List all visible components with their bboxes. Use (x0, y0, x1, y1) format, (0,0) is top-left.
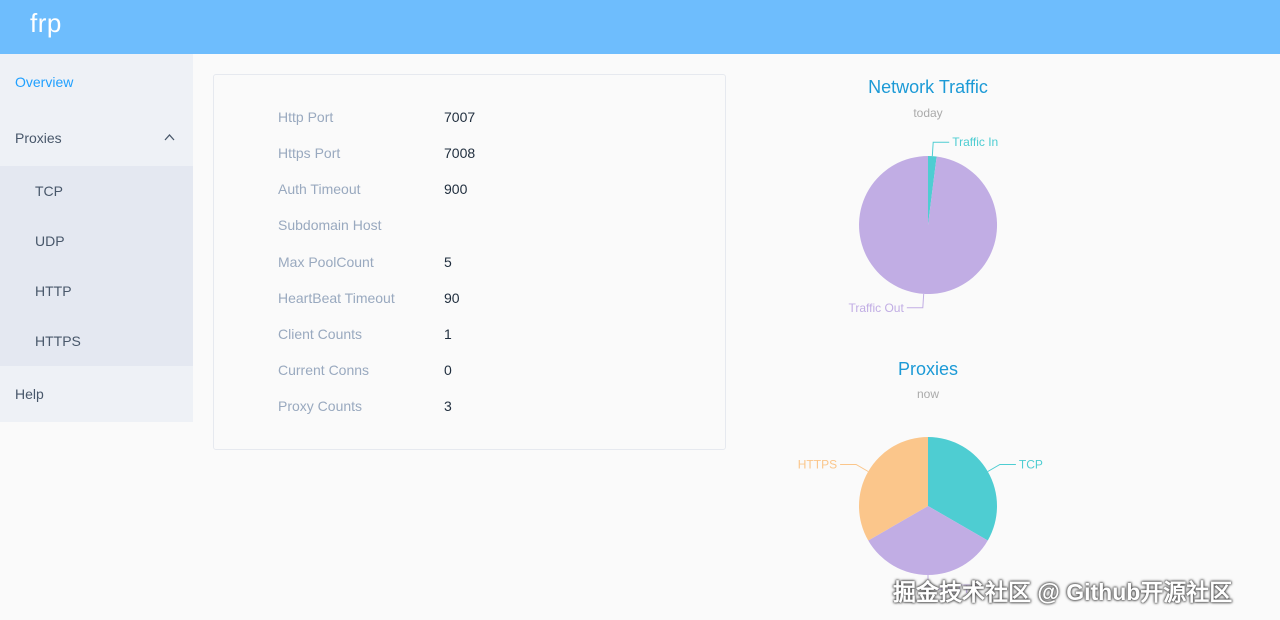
info-label: Http Port (278, 109, 334, 125)
pie-label-traffic-out: Traffic Out (848, 301, 904, 315)
app-logo[interactable]: frp (30, 8, 62, 38)
sidebar-item-overview[interactable]: Overview (15, 74, 74, 90)
server-info-panel: Http Port 7007 Https Port 7008 Auth Time… (213, 74, 726, 450)
chevron-up-icon (164, 134, 175, 141)
info-value: 3 (444, 398, 452, 414)
sidebar-item-tcp[interactable]: TCP (35, 183, 63, 199)
proxies-chart-title: Proxies (897, 359, 959, 379)
pie-label-http: HTTP (947, 582, 978, 596)
info-value: 7008 (444, 145, 476, 161)
pie-label-line (927, 575, 944, 590)
sidebar-item-proxies-label: Proxies (15, 130, 62, 146)
pie-label-https: HTTPS (798, 458, 837, 472)
info-value: 1 (444, 326, 452, 342)
proxies-submenu: TCP UDP HTTP HTTPS (0, 166, 193, 366)
info-label: Client Counts (278, 326, 363, 342)
pie-label-line (906, 293, 925, 309)
pie-label-line (931, 141, 950, 157)
watermark: 掘金技术社区 @ Github开源社区 (893, 579, 1233, 605)
sidebar-item-http[interactable]: HTTP (35, 283, 72, 299)
pie-slice-traffic-in[interactable] (928, 156, 937, 225)
pie-slice-http[interactable] (868, 506, 988, 576)
sidebar-item-https[interactable]: HTTPS (35, 333, 81, 349)
pie-label-traffic-in: Traffic In (952, 135, 998, 149)
sidebar-item-udp[interactable]: UDP (35, 233, 65, 249)
info-label: Current Conns (278, 362, 370, 378)
pie-label-line (987, 464, 1016, 472)
pie-label-line (840, 464, 869, 472)
sidebar-menu: Overview Proxies TCP UDP HTTP HTTPS Help (0, 54, 193, 422)
info-value: 0 (444, 362, 452, 378)
traffic-chart-title: Network Traffic (868, 77, 988, 97)
pie-slice-tcp[interactable] (928, 437, 998, 541)
info-label: Auth Timeout (278, 181, 361, 197)
pie-slice-https[interactable] (858, 437, 928, 541)
pie-label-tcp: TCP (1019, 458, 1043, 472)
proxies-chart-subtitle: now (916, 387, 939, 401)
info-value: 7007 (444, 109, 476, 125)
top-header: frp (0, 0, 1280, 54)
info-value: 5 (444, 254, 452, 270)
info-value: 900 (444, 181, 468, 197)
info-value: 90 (444, 290, 460, 306)
sidebar-item-help[interactable]: Help (15, 386, 44, 402)
sidebar-item-proxies[interactable]: Proxies (0, 110, 193, 166)
info-label: HeartBeat Timeout (278, 290, 395, 306)
info-label: Https Port (278, 145, 341, 161)
info-label: Subdomain Host (278, 217, 382, 233)
pie-slice-traffic-out[interactable] (859, 156, 998, 294)
info-label: Proxy Counts (278, 398, 363, 414)
info-label: Max PoolCount (278, 254, 374, 270)
traffic-chart-subtitle: today (913, 106, 943, 120)
